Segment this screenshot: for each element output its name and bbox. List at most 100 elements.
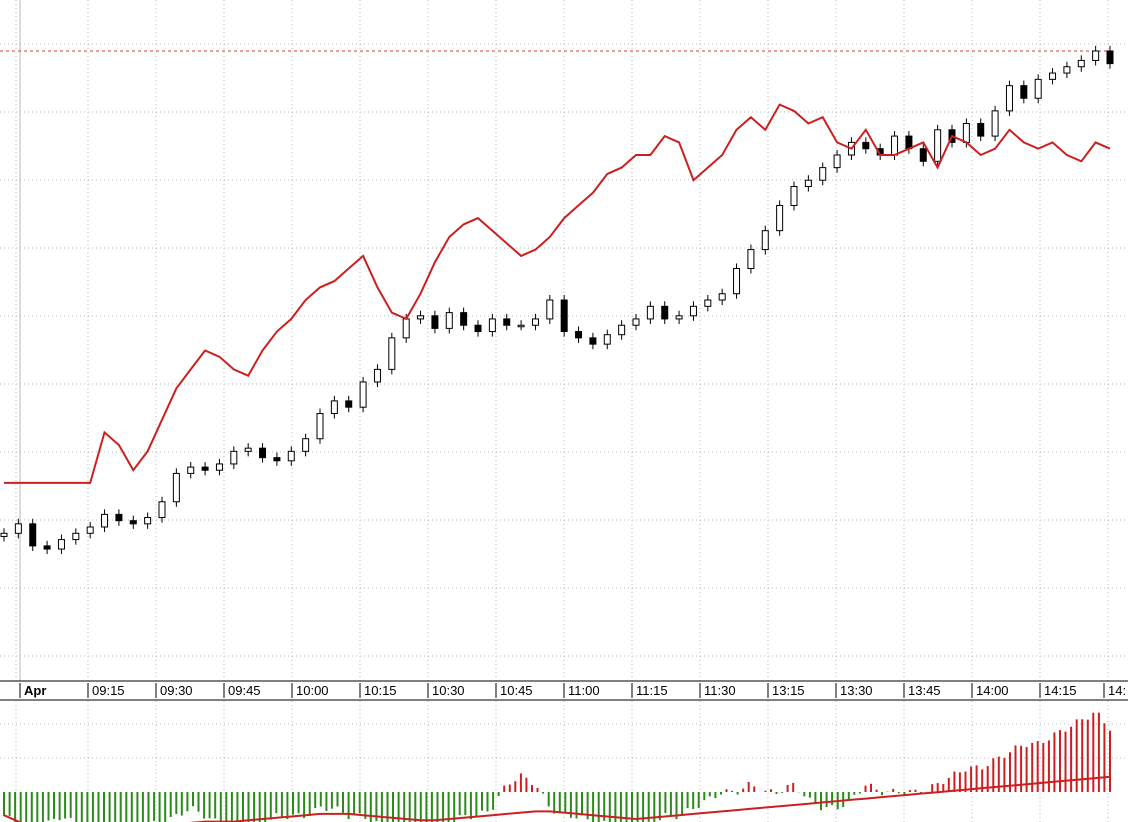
tick-labels-group: Apr 09:15 09:30 09:45 10:00 10:15 10:30 10:45 11… <box>19 683 1126 698</box>
candle-body <box>704 299 712 307</box>
time-tick-label: 14: <box>1108 683 1126 698</box>
candle-body <box>531 318 539 326</box>
candle-body <box>488 318 496 333</box>
time-tick-label: 13:30 <box>840 683 873 698</box>
candle-body <box>503 318 511 326</box>
candle-body <box>632 318 640 326</box>
candle-body <box>259 447 267 459</box>
time-tick-label: 11:30 <box>704 683 736 698</box>
time-axis: Apr 09:15 09:30 09:45 10:00 10:15 10:30 10:45 11… <box>0 680 1128 701</box>
candle-body <box>646 305 654 320</box>
candle-body <box>302 438 310 452</box>
candle-body <box>72 532 80 541</box>
candle-body <box>431 315 439 329</box>
candle-body <box>804 179 812 188</box>
time-tick-label: 10:15 <box>364 683 397 698</box>
candle-body <box>460 312 468 326</box>
candle-body <box>991 110 999 137</box>
candle-body <box>934 129 942 162</box>
candle-body <box>675 315 683 320</box>
indicator-line <box>3 775 1111 822</box>
candle-body <box>1020 85 1028 99</box>
indicator-grid <box>0 701 1128 822</box>
candle-body <box>129 520 137 525</box>
candle-body <box>230 450 238 465</box>
candle-body <box>1034 78 1042 99</box>
candle-body <box>962 122 970 143</box>
candle-body <box>29 523 37 547</box>
candle-body <box>560 299 568 333</box>
time-tick-label: 09:15 <box>92 683 125 698</box>
candle-body <box>86 526 94 534</box>
time-tick-label: 09:30 <box>160 683 193 698</box>
candle-body <box>891 135 899 156</box>
time-tick-label: 14:00 <box>976 683 1009 698</box>
candle-body <box>575 331 583 339</box>
candle-body <box>819 167 827 181</box>
candle-body <box>101 513 109 528</box>
candle-body <box>1005 85 1013 112</box>
time-tick-label: 10:45 <box>500 683 533 698</box>
candle-body <box>345 400 353 408</box>
candle-body <box>776 204 784 232</box>
time-tick-label: Apr <box>24 683 46 698</box>
indicator-bars-group <box>3 712 1111 822</box>
candle-body <box>517 324 525 328</box>
candle-body <box>0 532 8 537</box>
candle-body <box>790 186 798 206</box>
candle-body <box>661 305 669 320</box>
candle-body <box>244 447 252 452</box>
candle-body <box>172 472 180 503</box>
time-tick-label: 10:00 <box>296 683 329 698</box>
candle-body <box>144 517 152 525</box>
candle-body <box>919 148 927 162</box>
candle-body <box>158 501 166 519</box>
candle-body <box>330 400 338 415</box>
candle-body <box>57 539 65 550</box>
candle-body <box>689 305 697 317</box>
candle-body <box>359 381 367 408</box>
candle-body <box>1063 66 1071 74</box>
time-tick-label: 13:15 <box>772 683 805 698</box>
indicator-panel <box>0 701 1128 822</box>
time-tick-label: 13:45 <box>908 683 941 698</box>
candle-body <box>733 267 741 295</box>
candle-body <box>1049 72 1057 80</box>
candle-body <box>316 413 324 440</box>
candle-body <box>618 324 626 336</box>
candle-body <box>546 299 554 320</box>
candle-body <box>1092 50 1100 61</box>
candle-body <box>373 368 381 383</box>
candle-body <box>603 334 611 345</box>
candle-body <box>215 463 223 471</box>
candle-body <box>977 122 985 137</box>
candle-body <box>589 337 597 345</box>
candle-body <box>1077 59 1085 68</box>
time-tick-label: 10:30 <box>432 683 465 698</box>
overlay-line <box>4 103 1111 484</box>
candle-body <box>718 293 726 301</box>
candle-body <box>474 324 482 333</box>
candle-body <box>833 154 841 169</box>
time-tick-label: 14:15 <box>1044 683 1077 698</box>
candle-body <box>417 315 425 320</box>
candle-body <box>761 230 769 251</box>
candle-body <box>43 545 51 550</box>
candle-body <box>115 513 123 522</box>
time-tick-label: 09:45 <box>228 683 261 698</box>
candle-body <box>273 457 281 462</box>
candles-group <box>0 45 1114 555</box>
candle-body <box>445 312 453 329</box>
candle-body <box>388 337 396 370</box>
candle-body <box>287 450 295 462</box>
time-tick-label: 11:15 <box>636 683 668 698</box>
time-tick-label: 11:00 <box>568 683 600 698</box>
candle-body <box>14 523 22 534</box>
candle-body <box>187 466 195 474</box>
candle-body <box>747 249 755 269</box>
candle-body <box>1106 50 1114 65</box>
candle-body <box>402 318 410 339</box>
candle-body <box>201 466 209 471</box>
